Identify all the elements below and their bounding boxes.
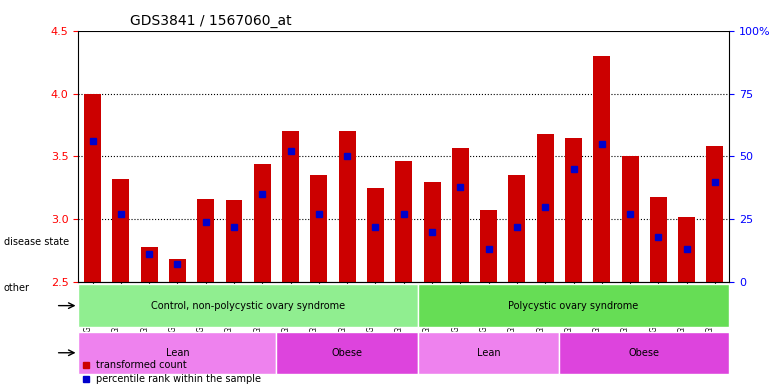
Bar — [140, 247, 158, 282]
Text: Obese: Obese — [332, 348, 363, 358]
Bar — [537, 134, 554, 282]
Text: Lean: Lean — [477, 348, 500, 358]
Bar — [678, 217, 695, 282]
Text: Lean: Lean — [165, 348, 189, 358]
FancyBboxPatch shape — [78, 331, 277, 374]
Text: transformed count: transformed count — [96, 360, 187, 370]
Bar — [198, 199, 214, 282]
Bar — [339, 131, 356, 282]
Bar — [226, 200, 242, 282]
Bar — [480, 210, 497, 282]
FancyBboxPatch shape — [78, 285, 418, 327]
Bar — [282, 131, 299, 282]
Text: GDS3841 / 1567060_at: GDS3841 / 1567060_at — [130, 14, 292, 28]
FancyBboxPatch shape — [277, 331, 418, 374]
Bar — [395, 161, 412, 282]
Bar — [593, 56, 610, 282]
Text: Control, non-polycystic ovary syndrome: Control, non-polycystic ovary syndrome — [151, 301, 345, 311]
Text: Obese: Obese — [629, 348, 660, 358]
FancyBboxPatch shape — [559, 331, 729, 374]
Bar — [112, 179, 129, 282]
Bar — [565, 137, 582, 282]
Bar — [423, 182, 441, 282]
Text: other: other — [4, 283, 30, 293]
FancyBboxPatch shape — [418, 285, 729, 327]
Text: percentile rank within the sample: percentile rank within the sample — [96, 374, 261, 384]
Bar — [650, 197, 667, 282]
Bar — [706, 146, 724, 282]
Bar — [169, 260, 186, 282]
Text: Polycystic ovary syndrome: Polycystic ovary syndrome — [508, 301, 639, 311]
Bar — [622, 156, 639, 282]
Bar — [452, 147, 469, 282]
FancyBboxPatch shape — [418, 331, 559, 374]
Bar — [310, 175, 328, 282]
Bar — [84, 94, 101, 282]
Bar — [367, 188, 384, 282]
Bar — [509, 175, 525, 282]
Text: disease state: disease state — [4, 237, 69, 247]
Bar — [254, 164, 270, 282]
